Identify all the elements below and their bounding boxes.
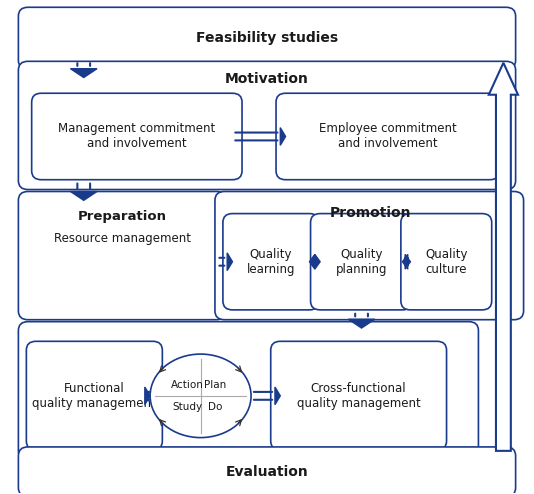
FancyBboxPatch shape (18, 447, 516, 494)
FancyBboxPatch shape (18, 192, 226, 320)
Text: Evaluation: Evaluation (226, 465, 308, 479)
FancyBboxPatch shape (271, 341, 446, 450)
FancyBboxPatch shape (32, 93, 242, 180)
Polygon shape (145, 387, 150, 405)
Polygon shape (310, 254, 315, 269)
Text: Quality
culture: Quality culture (425, 247, 468, 276)
Text: Motivation: Motivation (225, 72, 309, 85)
FancyBboxPatch shape (18, 61, 516, 190)
Text: Plan: Plan (204, 380, 226, 390)
Text: Quality
learning: Quality learning (247, 247, 295, 276)
Text: Study: Study (172, 402, 202, 412)
Text: Functional
quality management: Functional quality management (33, 381, 156, 410)
FancyBboxPatch shape (276, 93, 500, 180)
Text: Promotion: Promotion (330, 206, 411, 220)
Polygon shape (227, 253, 232, 271)
Ellipse shape (150, 354, 251, 438)
Text: Quality
planning: Quality planning (335, 247, 387, 276)
Polygon shape (405, 254, 411, 269)
Text: Action: Action (171, 380, 204, 390)
Polygon shape (70, 192, 97, 201)
Text: Management commitment
and involvement: Management commitment and involvement (58, 123, 216, 151)
Text: Feasibility studies: Feasibility studies (196, 31, 338, 45)
Polygon shape (348, 319, 375, 328)
Polygon shape (70, 69, 97, 78)
Polygon shape (280, 127, 286, 145)
Text: Do: Do (208, 402, 222, 412)
FancyBboxPatch shape (215, 192, 523, 320)
FancyBboxPatch shape (18, 7, 516, 69)
FancyBboxPatch shape (18, 322, 478, 460)
Text: Resource management: Resource management (54, 232, 191, 245)
Polygon shape (489, 63, 518, 451)
FancyBboxPatch shape (401, 213, 492, 310)
Text: Employee commitment
and involvement: Employee commitment and involvement (319, 123, 457, 151)
Polygon shape (275, 387, 280, 405)
FancyBboxPatch shape (311, 213, 412, 310)
Text: Preparation: Preparation (78, 210, 167, 223)
FancyBboxPatch shape (26, 341, 162, 450)
Text: Cross-functional
quality management: Cross-functional quality management (297, 381, 420, 410)
Polygon shape (315, 254, 320, 269)
FancyBboxPatch shape (223, 213, 319, 310)
Polygon shape (403, 254, 408, 269)
